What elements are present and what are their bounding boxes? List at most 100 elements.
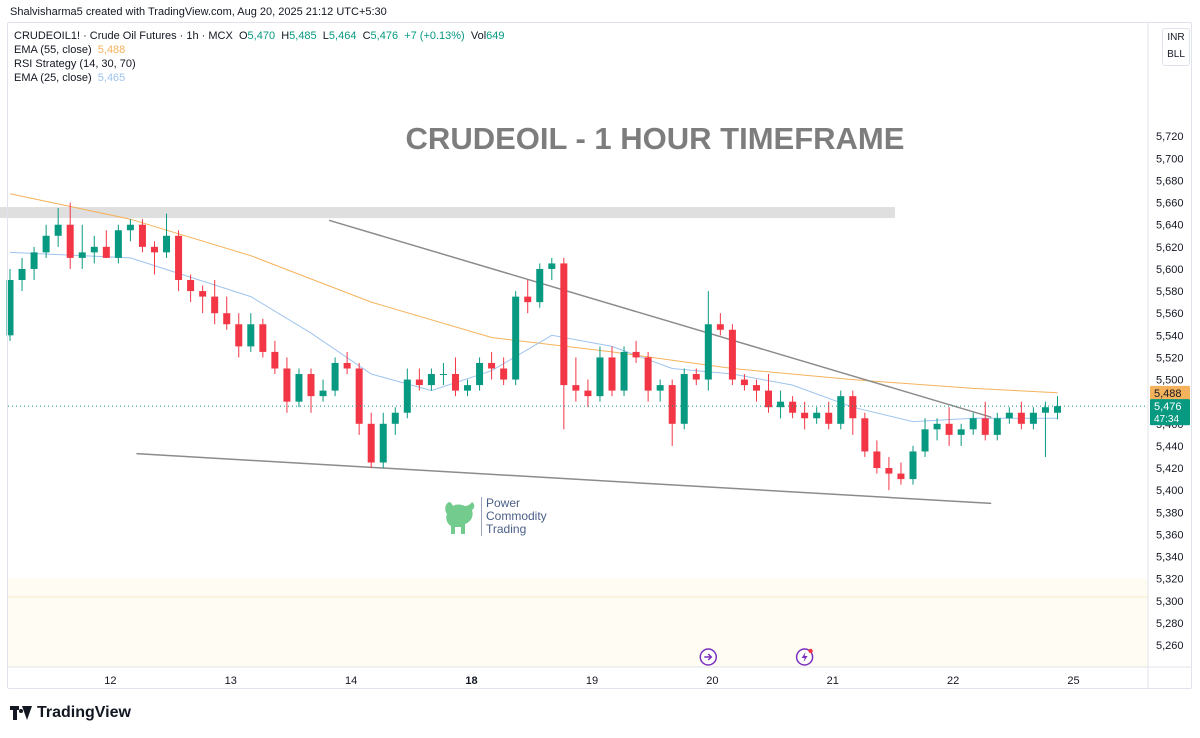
candle-body[interactable] [427,374,435,386]
candle-body[interactable] [476,362,484,386]
candle-body[interactable] [993,418,1001,435]
candle-body[interactable] [30,252,38,269]
candle-body[interactable] [319,390,327,397]
candle-body[interactable] [861,418,869,452]
ema55-row[interactable]: EMA (55, close) 5,488 [14,43,505,57]
candle-body[interactable] [704,324,712,380]
candle-body[interactable] [632,351,640,358]
candle-body[interactable] [728,329,736,380]
candle-body[interactable] [500,368,508,380]
candle-body[interactable] [150,246,158,253]
candle-body[interactable] [18,268,26,281]
candle-body[interactable] [656,385,664,391]
candle-body[interactable] [716,324,724,330]
candle-body[interactable] [271,351,279,369]
candle-body[interactable] [114,230,122,258]
candle-body[interactable] [488,362,496,369]
candle-body[interactable] [945,423,953,435]
candle-body[interactable] [849,396,857,419]
candle-body[interactable] [175,235,183,281]
candle-body[interactable] [933,423,941,430]
candle-body[interactable] [211,296,219,314]
candle-body[interactable] [90,246,98,253]
candle-body[interactable] [596,357,604,397]
candle-body[interactable] [102,246,110,258]
tradingview-logo[interactable]: TradingView [10,704,131,722]
candle-body[interactable] [740,379,748,386]
candle-body[interactable] [403,379,411,413]
candle-body[interactable] [1029,412,1037,424]
candle-body[interactable] [572,385,580,391]
ema25-label[interactable]: EMA (25, close) [14,72,92,84]
rsi-label[interactable]: RSI Strategy (14, 30, 70) [14,58,136,70]
candle-body[interactable] [837,396,845,424]
candle-body[interactable] [78,252,86,258]
ema25-line[interactable] [9,251,1058,423]
candle-body[interactable] [6,280,14,336]
candle-body[interactable] [331,362,339,391]
candle-body[interactable] [981,418,989,435]
candle-body[interactable] [536,268,544,303]
ema55-line[interactable] [9,193,1058,394]
candle-body[interactable] [789,401,797,413]
candle-body[interactable] [42,235,50,253]
candle-body[interactable] [777,401,785,408]
symbol-row[interactable]: CRUDEOIL1! · Crude Oil Futures · 1h · MC… [14,29,505,43]
candle-body[interactable] [897,473,905,480]
candle-body[interactable] [451,374,459,391]
candle-body[interactable] [921,429,929,452]
candle-body[interactable] [138,224,146,247]
candle-body[interactable] [765,390,773,408]
candle-body[interactable] [608,357,616,391]
candle-body[interactable] [1041,407,1049,413]
candle-body[interactable] [1053,406,1061,413]
candle-body[interactable] [752,385,760,391]
candle-body[interactable] [1005,412,1013,419]
currency-unit-box[interactable]: INR BLL [1162,28,1190,66]
candle-body[interactable] [644,357,652,391]
candle-body[interactable] [415,379,423,386]
candle-body[interactable] [283,368,291,402]
upper-trendline[interactable] [328,219,992,418]
candle-body[interactable] [524,296,532,303]
candle-body[interactable] [343,362,351,369]
candle-body[interactable] [307,374,315,397]
resistance-zone[interactable] [0,207,895,219]
candle-body[interactable] [391,412,399,424]
candle-body[interactable] [873,451,881,469]
candle-body[interactable] [813,412,821,419]
candle-body[interactable] [620,351,628,391]
candle-body[interactable] [512,296,520,380]
candle-body[interactable] [584,390,592,397]
rsi-row[interactable]: RSI Strategy (14, 30, 70) [14,57,505,71]
candle-body[interactable] [885,468,893,474]
candle-body[interactable] [969,418,977,430]
candle-body[interactable] [235,324,243,347]
candle-body[interactable] [680,374,688,424]
candle-body[interactable] [1017,412,1025,424]
candle-body[interactable] [439,374,447,376]
candle-body[interactable] [199,291,207,297]
candle-body[interactable] [379,423,387,463]
candle-body[interactable] [825,412,833,424]
candle-body[interactable] [464,385,472,391]
candle-body[interactable] [548,263,556,269]
candle-body[interactable] [223,313,231,325]
ema25-row[interactable]: EMA (25, close) 5,465 [14,71,505,85]
candle-body[interactable] [560,263,568,386]
symbol-name[interactable]: CRUDEOIL1! · Crude Oil Futures · 1h · MC… [14,30,233,42]
candle-body[interactable] [66,224,74,258]
candle-body[interactable] [126,224,134,231]
candle-body[interactable] [957,429,965,435]
ema55-label[interactable]: EMA (55, close) [14,44,92,56]
candle-body[interactable] [259,324,267,352]
candle-body[interactable] [909,451,917,480]
candle-body[interactable] [355,368,363,424]
candle-body[interactable] [295,374,303,402]
candle-body[interactable] [668,385,676,424]
candle-body[interactable] [163,235,171,253]
candle-body[interactable] [367,423,375,463]
candle-body[interactable] [692,374,700,380]
lower-trendline[interactable] [136,452,992,505]
